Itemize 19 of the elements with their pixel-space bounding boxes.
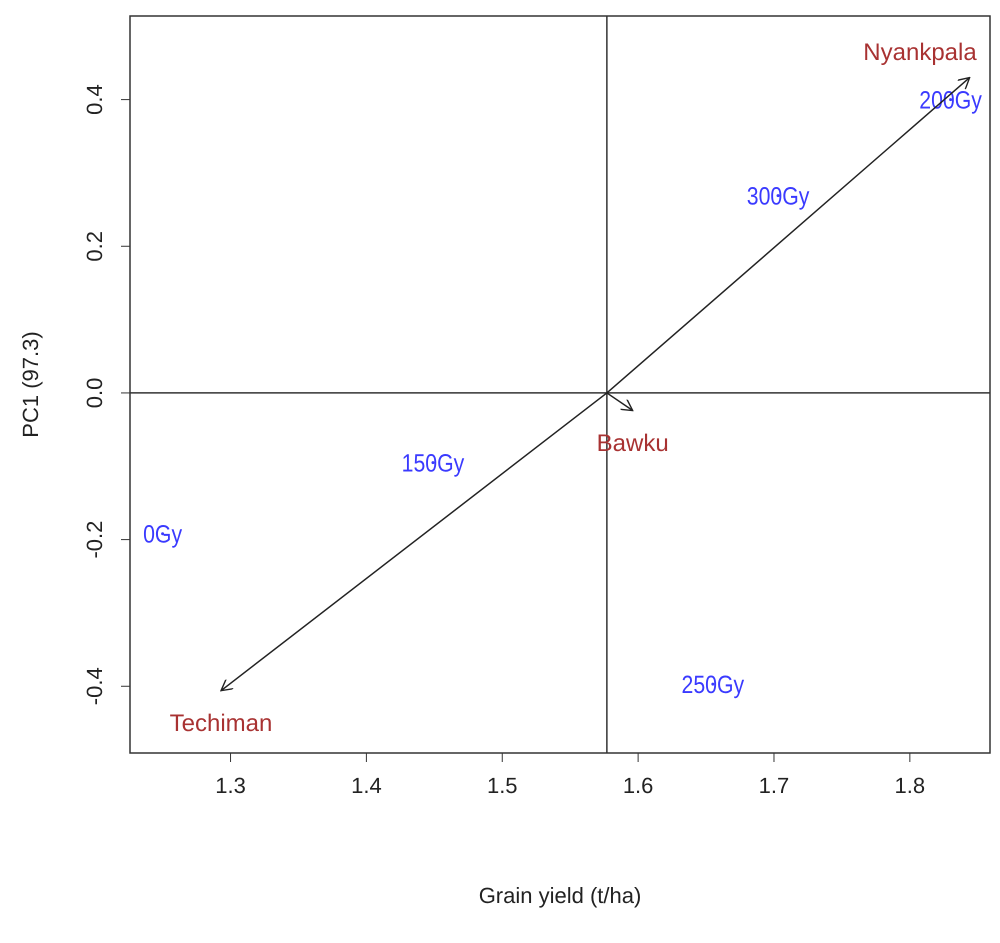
x-tick-label: 1.5 (486, 773, 518, 798)
x-axis-title: Grain yield (t/ha) (478, 883, 642, 908)
series-label: Nyankpala (863, 39, 978, 66)
x-tick-label: 1.8 (894, 773, 926, 798)
y-axis-title: PC1 (97.3) (18, 331, 43, 438)
series-label: 250Gy (682, 670, 744, 698)
series-label: 300Gy (746, 182, 810, 210)
x-tick-label: 1.7 (758, 773, 790, 798)
x-tick-label: 1.3 (215, 773, 246, 798)
y-tick-label: -0.4 (82, 667, 107, 706)
series-label: Techiman (170, 710, 272, 738)
x-tick-label: 1.6 (622, 773, 654, 798)
y-tick-label: 0.4 (82, 84, 107, 115)
x-tick-label: 1.4 (351, 773, 382, 798)
y-tick-label: 0.2 (82, 230, 107, 262)
series-label: 0Gy (143, 520, 182, 548)
y-tick-label: -0.2 (82, 520, 107, 559)
series-label: 150Gy (402, 448, 465, 477)
y-tick-label: 0.0 (82, 378, 107, 408)
